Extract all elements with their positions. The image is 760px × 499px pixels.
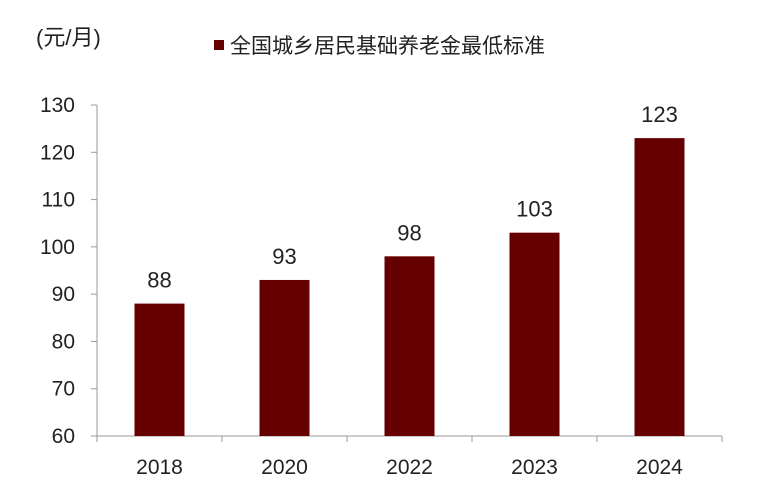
x-tick-label: 2020 [261, 456, 308, 479]
legend-label: 全国城乡居民基础养老金最低标准 [230, 35, 545, 58]
data-label: 93 [272, 244, 296, 269]
x-tick-label: 2018 [136, 456, 183, 479]
x-tick-label: 2022 [386, 456, 433, 479]
bar [634, 138, 685, 436]
y-tick-label: 110 [42, 189, 75, 212]
bar [259, 279, 310, 436]
y-axis-unit-label: (元/月) [36, 25, 101, 50]
bar [384, 256, 435, 436]
bar [509, 232, 560, 436]
y-tick-label: 120 [40, 141, 75, 164]
x-tick-label: 2024 [636, 456, 683, 479]
data-label: 123 [641, 102, 678, 127]
legend: 全国城乡居民基础养老金最低标准 [214, 30, 545, 60]
axes: 60 70 80 90 100 110 120 130 2018 2020 2022 2023 2024 [40, 94, 723, 479]
y-tick-label: 100 [40, 236, 75, 259]
y-tick-label: 80 [52, 330, 75, 353]
legend-swatch [214, 40, 224, 50]
bars [134, 138, 685, 436]
y-tick-label: 90 [52, 283, 75, 306]
y-tick-label: 60 [52, 425, 75, 448]
x-tick-label: 2023 [511, 456, 558, 479]
y-tick-label: 130 [40, 94, 75, 117]
data-label: 88 [147, 268, 171, 293]
bar [134, 303, 185, 436]
data-label: 103 [516, 197, 553, 222]
data-labels: 88 93 98 103 123 [147, 102, 678, 293]
y-tick-label: 70 [52, 378, 75, 401]
data-label: 98 [397, 220, 421, 245]
